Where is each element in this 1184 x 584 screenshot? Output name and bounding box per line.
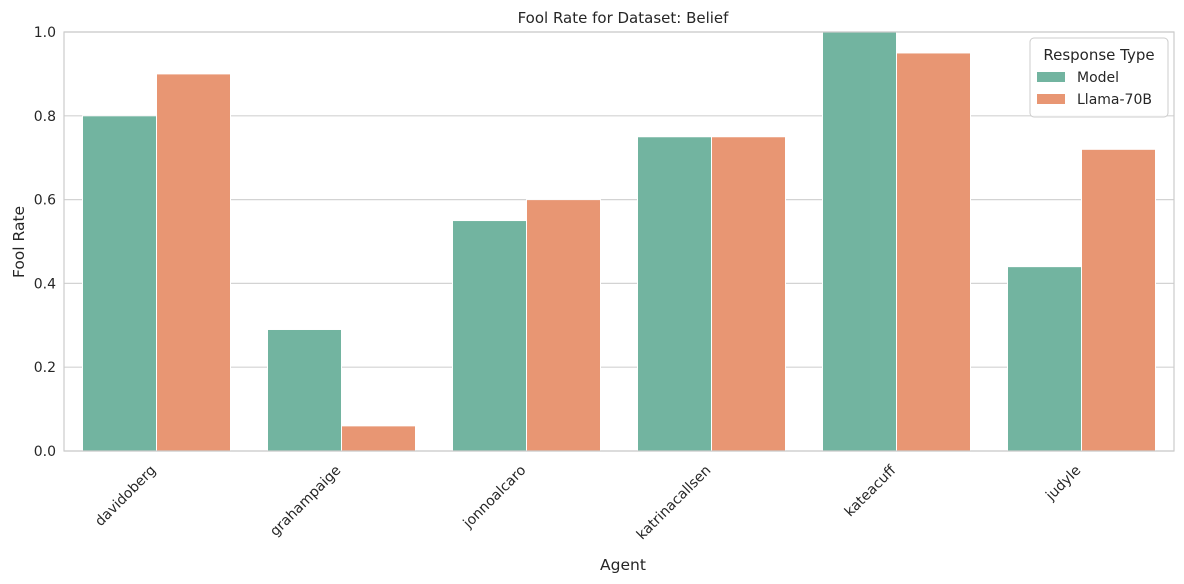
x-tick-label: kateacuff xyxy=(842,462,900,520)
y-tick-label: 0.2 xyxy=(34,360,56,376)
bar-model-judyle xyxy=(1007,266,1082,452)
x-tick-label: katrinacallsen xyxy=(634,463,715,544)
x-tick-label: grahampaige xyxy=(267,463,344,540)
y-tick-label: 0.8 xyxy=(34,109,56,125)
bar-model-jonnoalcaro xyxy=(452,220,527,452)
y-tick-label: 0.4 xyxy=(34,276,56,292)
legend-swatch-llama xyxy=(1037,94,1065,104)
x-tick-labels: davidoberg grahampaige jonnoalcaro katrinac… xyxy=(92,462,1084,543)
bar-model-davidoberg xyxy=(82,115,157,452)
legend: Response Type Model Llama-70B xyxy=(1029,37,1169,118)
legend-title: Response Type xyxy=(1043,46,1154,64)
bar-llama-70b-judyle xyxy=(1081,148,1156,452)
bar-llama-70b-davidoberg xyxy=(156,73,231,452)
x-axis-label: Agent xyxy=(600,556,646,574)
bar-llama-70b-kateacuff xyxy=(896,52,971,452)
y-tick-label: 1.0 xyxy=(34,25,56,41)
bars xyxy=(82,31,1156,452)
bar-llama-70b-katrinacallsen xyxy=(711,136,786,452)
x-tick-label: davidoberg xyxy=(92,463,159,530)
legend-swatch-model xyxy=(1037,72,1065,82)
y-tick-labels: 0.0 0.2 0.4 0.6 0.8 1.0 xyxy=(34,25,56,460)
bar-model-grahampaige xyxy=(267,328,342,452)
legend-label-llama: Llama-70B xyxy=(1077,92,1152,108)
x-tick-label: jonnoalcaro xyxy=(460,463,530,533)
bar-model-kateacuff xyxy=(822,31,897,452)
y-axis-label: Fool Rate xyxy=(10,206,28,278)
chart-title: Fool Rate for Dataset: Belief xyxy=(518,9,730,27)
plot-frame xyxy=(63,31,1175,452)
bar-llama-70b-jonnoalcaro xyxy=(526,199,601,452)
y-tick-label: 0.6 xyxy=(34,193,56,209)
bar-model-katrinacallsen xyxy=(637,136,712,452)
bar-llama-70b-grahampaige xyxy=(341,425,416,452)
legend-label-model: Model xyxy=(1077,70,1119,86)
y-tick-label: 0.0 xyxy=(34,444,56,460)
x-tick-label: judyle xyxy=(1042,463,1084,505)
